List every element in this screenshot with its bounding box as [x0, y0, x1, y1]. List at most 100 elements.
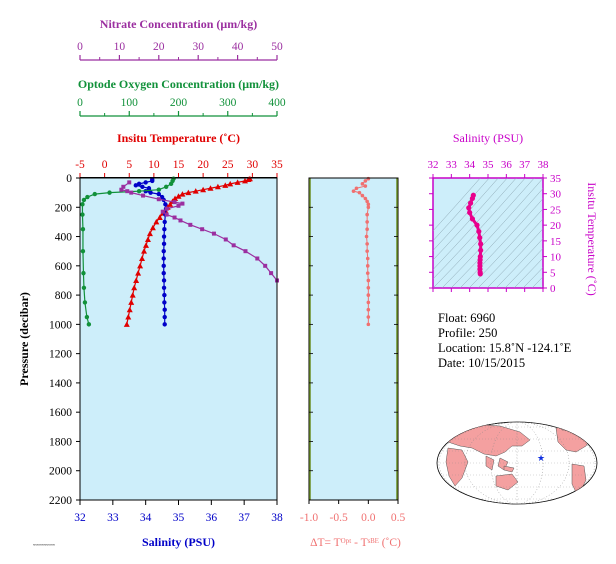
axis-tick-label: 30	[192, 41, 204, 53]
salinity-point	[161, 234, 167, 239]
salinity-point	[163, 202, 168, 207]
info-date: Date: 10/15/2015	[438, 356, 525, 370]
info-float: Float: 6960	[438, 311, 495, 325]
axis-tick-label: 400	[268, 97, 286, 109]
salinity-tick-label: 35	[173, 512, 185, 524]
oxygen-point	[81, 197, 87, 203]
axis-tick-label: 20	[153, 41, 165, 53]
salinity-point	[133, 183, 139, 188]
ts-point	[469, 195, 476, 202]
ts-contour	[433, 178, 517, 270]
nitrate-point	[160, 209, 165, 214]
ts-contour	[433, 178, 508, 261]
oxygen-point	[84, 314, 90, 320]
ts-salinity-tick-label: 36	[501, 159, 513, 171]
temperature-point	[234, 179, 241, 185]
salinity-point	[161, 263, 166, 269]
main-plot-frame	[79, 177, 278, 501]
temperature-point	[179, 191, 186, 197]
ts-temperature-tick-label: 0	[550, 283, 556, 295]
ts-salinity-tick-label: 35	[483, 159, 495, 171]
delta-t-point	[365, 256, 370, 261]
temperature-point	[207, 185, 214, 191]
salinity-point	[161, 248, 166, 254]
ts-point	[478, 247, 484, 253]
ts-point	[469, 216, 476, 222]
salinity-point	[156, 191, 161, 197]
delta-t-tick-label: -0.5	[330, 512, 348, 524]
nitrate-point	[255, 256, 260, 261]
oxygen-point	[81, 285, 87, 290]
nitrate-point	[164, 206, 169, 211]
temperature-point	[137, 262, 144, 269]
temperature-point	[123, 321, 130, 327]
delta-t-point	[366, 278, 371, 283]
map-graticule	[438, 422, 596, 504]
delta-t-point	[365, 220, 369, 224]
temperature-point	[128, 299, 135, 305]
temperature-point	[146, 230, 153, 237]
nitrate-point	[188, 222, 193, 227]
salinity-point	[161, 270, 166, 276]
ts-contour	[477, 218, 543, 288]
pressure-axis-label: Pressure (decibar)	[17, 292, 31, 386]
temperature-point	[192, 188, 199, 194]
pressure-tick-label: 200	[55, 202, 73, 214]
temperature-point	[126, 306, 133, 313]
ts-temperature-tick-label: 20	[550, 220, 562, 232]
delta-t-point	[354, 186, 359, 191]
ts-series	[466, 192, 484, 277]
pressure-tick-label: 400	[55, 232, 73, 244]
ts-point	[467, 209, 473, 216]
salinity-point	[161, 285, 167, 290]
delta-t-tick-label: 0.0	[361, 512, 376, 524]
salinity-tick-label: 32	[74, 512, 86, 524]
delta-t-point	[365, 249, 369, 253]
salinity-point	[136, 181, 142, 187]
salinity-point	[161, 278, 167, 283]
nitrate-point	[263, 263, 268, 268]
nitrate-point	[129, 190, 134, 195]
temperature-point	[200, 186, 207, 193]
oxygen-point	[81, 270, 86, 276]
pressure-tick-label: 1600	[49, 407, 72, 419]
pressure-tick-label: 1200	[49, 349, 72, 361]
ts-temperature-tick-label: 10	[550, 252, 562, 264]
pressure-tick-label: 800	[55, 290, 73, 302]
delta-t-point	[364, 234, 369, 239]
temperature-point	[153, 218, 160, 225]
map-landmass	[495, 473, 519, 491]
delta-t-point	[366, 300, 371, 305]
temperature-tick-label: 10	[148, 159, 160, 171]
temperature-tick-label: 0	[102, 159, 108, 171]
ts-point	[478, 241, 484, 247]
info-location: Location: 15.8˚N -124.1˚E	[438, 341, 572, 355]
map-landmass	[503, 465, 515, 473]
temperature-point	[214, 183, 221, 190]
delta-t-line	[352, 178, 369, 325]
axis-tick-label: 200	[170, 97, 188, 109]
ts-contour	[459, 198, 543, 288]
temperature-point	[167, 201, 174, 207]
ts-temperature-tick-label: 35	[550, 173, 562, 185]
footnote: ≈≈≈≈≈≈≈≈≈≈	[33, 542, 56, 547]
ts-temperature-tick-label: 5	[550, 267, 556, 279]
temperature-point	[245, 176, 252, 182]
nitrate-point	[223, 237, 228, 242]
ts-contour	[433, 178, 481, 232]
delta-t-point	[366, 307, 371, 312]
delta-t-point	[366, 202, 371, 207]
ts-temperature-tick-label: 30	[550, 189, 562, 201]
axis-tick-label: 0	[77, 41, 83, 53]
ts-point	[477, 235, 483, 241]
temperature-point	[141, 248, 148, 254]
oxygen-point	[107, 190, 112, 195]
ts-temperature-label: Insitu Temperature (˚C)	[585, 182, 599, 296]
delta-t-point	[351, 189, 356, 193]
salinity-point	[162, 227, 167, 232]
salinity-point	[148, 190, 153, 195]
salinity-point	[140, 184, 145, 189]
temperature-point	[131, 284, 138, 291]
ts-ticks: 32 33 34 35 36 37 38 0 5 10 15 20 25 30 35	[428, 159, 562, 295]
